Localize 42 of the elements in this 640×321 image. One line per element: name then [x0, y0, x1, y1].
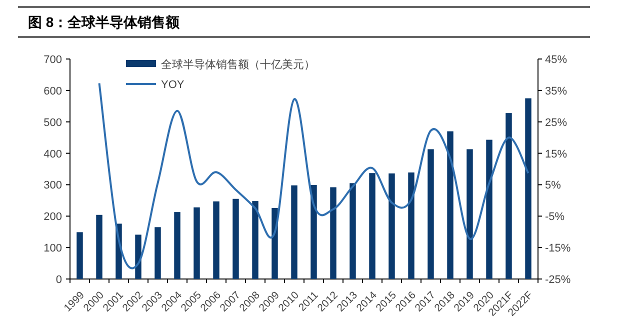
chart-title: 图 8：全球半导体销售额: [28, 14, 181, 30]
bar: [96, 214, 102, 279]
bar: [174, 212, 180, 279]
bar: [408, 172, 414, 279]
y-tick-label: 200: [44, 211, 62, 224]
bar: [135, 234, 142, 279]
bar: [310, 185, 317, 279]
y-tick-label: 700: [44, 54, 62, 66]
bar: [154, 227, 161, 279]
bar: [506, 113, 512, 279]
bar: [272, 208, 278, 279]
bar: [232, 198, 239, 279]
bar: [252, 201, 258, 279]
bar: [350, 183, 356, 279]
y-tick-label: 600: [44, 85, 62, 98]
y2-tick-label: -15%: [545, 242, 571, 255]
y2-tick-label: 15%: [545, 148, 568, 160]
legend-label: 全球半导体销售额（十亿美元）: [161, 58, 315, 71]
bar: [447, 131, 454, 279]
bar: [466, 149, 473, 279]
y-tick-label: 400: [44, 148, 62, 160]
bar: [76, 232, 83, 279]
bar: [525, 98, 532, 279]
y2-tick-label: -25%: [545, 274, 571, 286]
legend-label: YOY: [161, 79, 185, 91]
bar: [213, 201, 220, 279]
y-tick-label: 0: [56, 274, 62, 286]
y2-tick-label: 45%: [545, 54, 568, 66]
bar: [428, 149, 434, 279]
y2-tick-label: 35%: [545, 85, 568, 98]
y2-tick-label: -5%: [545, 211, 565, 224]
y-tick-label: 500: [44, 116, 62, 129]
bar: [369, 173, 376, 279]
bar: [486, 140, 492, 279]
y-tick-label: 300: [44, 180, 62, 192]
y2-tick-label: 5%: [545, 180, 562, 192]
bar: [330, 187, 336, 279]
y-tick-label: 100: [44, 242, 62, 255]
bar: [388, 173, 395, 279]
y2-tick-label: 25%: [545, 116, 568, 129]
bar: [291, 185, 298, 279]
bar: [194, 207, 200, 279]
